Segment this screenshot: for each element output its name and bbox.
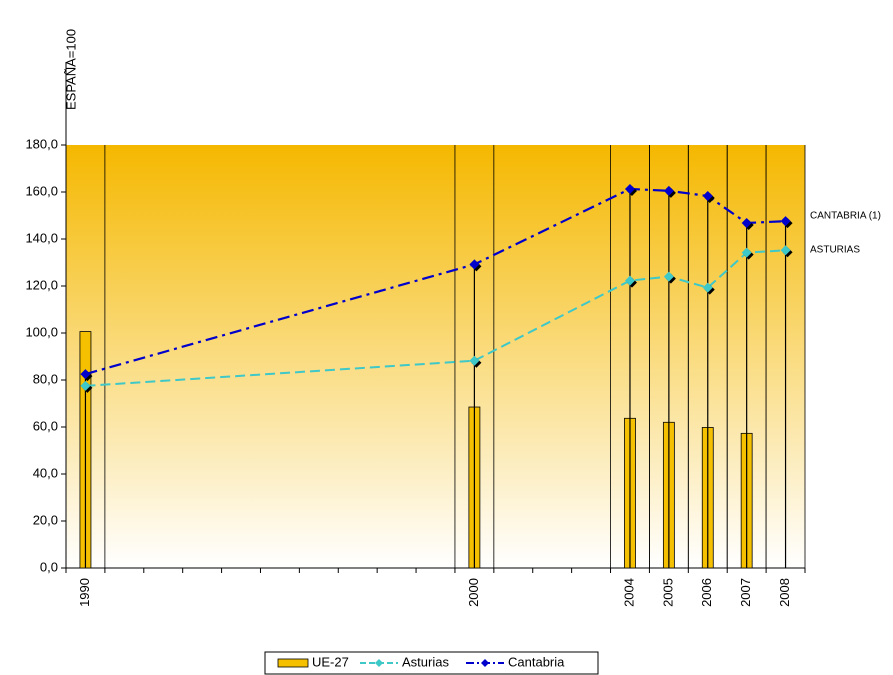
- annotation: ASTURIAS: [810, 245, 860, 256]
- x-tick-label: 1990: [77, 578, 92, 607]
- marker: [80, 380, 91, 391]
- legend-marker: [375, 659, 383, 667]
- legend-label: Cantabria: [508, 654, 565, 669]
- legend: [264, 651, 599, 675]
- legend-label: Asturias: [402, 654, 449, 669]
- marker: [469, 355, 480, 366]
- x-tick-label: 2005: [660, 578, 675, 607]
- y-tick-label: 180,0: [25, 136, 58, 151]
- marker: [663, 271, 674, 282]
- marker: [741, 247, 752, 258]
- x-tick-label: 2007: [738, 578, 753, 607]
- marker: [702, 190, 713, 201]
- marker: [469, 259, 480, 270]
- y-tick-label: 140,0: [25, 230, 58, 245]
- marker: [624, 275, 635, 286]
- x-tick-label: 2004: [621, 578, 636, 607]
- x-tick-label: 2006: [699, 578, 714, 607]
- plot-area: [66, 145, 805, 568]
- y-axis-label: ESPAÑA=100: [63, 29, 78, 110]
- marker: [624, 183, 635, 194]
- marker: [780, 216, 791, 227]
- y-tick-label: 160,0: [25, 183, 58, 198]
- x-tick-label: 2000: [466, 578, 481, 607]
- y-tick-label: 100,0: [25, 324, 58, 339]
- legend-label: UE-27: [312, 654, 349, 669]
- marker: [780, 245, 791, 256]
- legend-swatch: [277, 658, 309, 668]
- y-tick-label: 60,0: [33, 418, 58, 433]
- y-tick-label: 80,0: [33, 371, 58, 386]
- y-tick-label: 40,0: [33, 465, 58, 480]
- legend-marker: [481, 659, 489, 667]
- marker: [80, 369, 91, 380]
- marker: [663, 185, 674, 196]
- y-tick-label: 20,0: [33, 512, 58, 527]
- y-tick-label: 120,0: [25, 277, 58, 292]
- y-tick-label: 0,0: [40, 559, 58, 574]
- marker: [702, 282, 713, 293]
- x-tick-label: 2008: [777, 578, 792, 607]
- marker: [741, 218, 752, 229]
- annotation: CANTABRIA (1): [810, 211, 881, 222]
